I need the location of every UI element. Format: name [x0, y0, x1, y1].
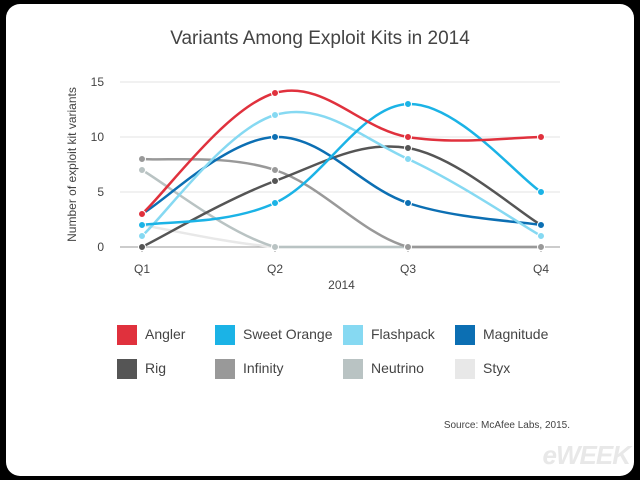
- y-tick-label: 15: [91, 75, 105, 89]
- y-tick-label: 10: [91, 130, 105, 144]
- series-line-styx: [141, 223, 541, 249]
- data-point-magnitude-q3: [404, 199, 412, 207]
- data-point-neutrino-q2: [271, 243, 279, 251]
- data-point-infinity-q3: [404, 243, 412, 251]
- data-point-flashpack-q1: [138, 232, 146, 240]
- y-axis-label: Number of exploit kit variants: [65, 87, 79, 242]
- legend-swatch-flashpack: [343, 325, 363, 345]
- data-point-magnitude-q4: [537, 221, 545, 229]
- x-tick-label: Q4: [533, 262, 549, 276]
- legend-label-angler: Angler: [145, 326, 186, 342]
- data-point-rig-q2: [271, 177, 279, 185]
- data-point-flashpack-q3: [404, 155, 412, 163]
- legend-swatch-neutrino: [343, 359, 363, 379]
- legend-swatch-magnitude: [455, 325, 475, 345]
- legend-swatch-rig: [117, 359, 137, 379]
- chart-panel: [6, 4, 634, 476]
- x-tick-label: Q2: [267, 262, 283, 276]
- series-line-rig: [141, 145, 542, 249]
- series-line-sweet-orange: [141, 102, 542, 227]
- legend-swatch-sweet-orange: [215, 325, 235, 345]
- data-point-flashpack-q4: [537, 232, 545, 240]
- data-point-rig-q1: [138, 243, 146, 251]
- legend-label-magnitude: Magnitude: [483, 326, 549, 342]
- data-point-infinity-q1: [138, 155, 146, 163]
- series-line-angler: [141, 89, 542, 215]
- data-point-rig-q3: [404, 144, 412, 152]
- data-point-angler-q4: [537, 133, 545, 141]
- y-tick-label: 5: [97, 185, 104, 199]
- data-point-sweet-orange-q2: [271, 199, 279, 207]
- data-point-sweet-orange-q3: [404, 100, 412, 108]
- source-note: Source: McAfee Labs, 2015.: [443, 420, 570, 431]
- chart-title: Variants Among Exploit Kits in 2014: [170, 28, 470, 49]
- data-point-infinity-q2: [271, 166, 279, 174]
- brand-logo: eWEEK: [542, 440, 631, 470]
- legend-swatch-styx: [455, 359, 475, 379]
- series-line-magnitude: [141, 135, 542, 227]
- y-tick-label: 0: [97, 240, 104, 254]
- legend-label-styx: Styx: [483, 360, 511, 376]
- data-point-sweet-orange-q4: [537, 188, 545, 196]
- data-point-neutrino-q1: [138, 166, 146, 174]
- x-axis-label: 2014: [328, 278, 355, 292]
- data-point-magnitude-q2: [271, 133, 279, 141]
- data-point-sweet-orange-q1: [138, 221, 146, 229]
- legend-swatch-infinity: [215, 359, 235, 379]
- series-line-infinity: [141, 157, 541, 249]
- legend-label-rig: Rig: [145, 360, 167, 376]
- data-point-angler-q2: [271, 89, 279, 97]
- legend-label-sweet-orange: Sweet Orange: [243, 326, 333, 342]
- data-point-angler-q3: [404, 133, 412, 141]
- series-line-flashpack: [141, 110, 542, 238]
- legend-label-flashpack: Flashpack: [371, 326, 435, 342]
- data-point-angler-q1: [138, 210, 146, 218]
- data-point-flashpack-q2: [271, 111, 279, 119]
- legend-swatch-angler: [117, 325, 137, 345]
- legend-label-infinity: Infinity: [243, 360, 284, 376]
- x-tick-label: Q1: [134, 262, 150, 276]
- data-point-infinity-q4: [537, 243, 545, 251]
- legend-label-neutrino: Neutrino: [371, 360, 424, 376]
- x-tick-label: Q3: [400, 262, 416, 276]
